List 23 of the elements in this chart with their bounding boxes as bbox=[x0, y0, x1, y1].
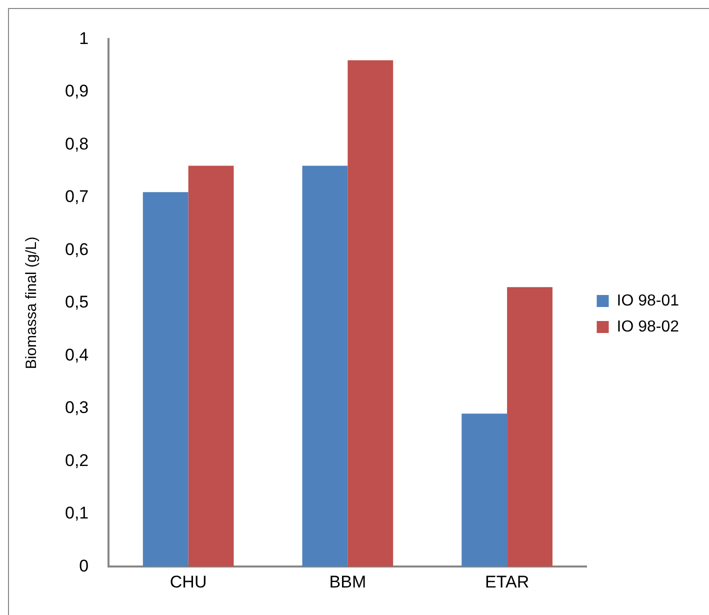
legend-label: IO 98-01 bbox=[616, 292, 680, 310]
y-tick-label: 0,9 bbox=[64, 82, 89, 101]
y-tick-label: 0,7 bbox=[64, 187, 89, 206]
y-tick-label: 1 bbox=[79, 28, 89, 48]
x-tick-label: CHU bbox=[170, 572, 207, 592]
x-tick-label: BBM bbox=[329, 572, 366, 592]
x-tick-label: ETAR bbox=[485, 572, 530, 592]
y-tick-label: 0,6 bbox=[64, 240, 89, 259]
y-tick-label: 0 bbox=[79, 556, 89, 576]
y-tick-label: 0,2 bbox=[64, 450, 89, 470]
legend-label: IO 98-02 bbox=[616, 318, 680, 336]
bar bbox=[188, 166, 234, 567]
bar bbox=[142, 192, 188, 567]
bar bbox=[302, 166, 348, 567]
bar bbox=[507, 287, 552, 567]
y-tick-label: 0,1 bbox=[64, 504, 89, 523]
y-tick-label: 0,5 bbox=[64, 292, 89, 312]
y-tick-label: 0,4 bbox=[64, 345, 89, 364]
y-tick-label: 0,3 bbox=[64, 398, 89, 418]
bar bbox=[348, 60, 394, 567]
y-axis-title: Biomassa final (g/L) bbox=[23, 236, 40, 370]
bar bbox=[462, 414, 508, 567]
y-tick-label: 0,8 bbox=[64, 134, 89, 154]
